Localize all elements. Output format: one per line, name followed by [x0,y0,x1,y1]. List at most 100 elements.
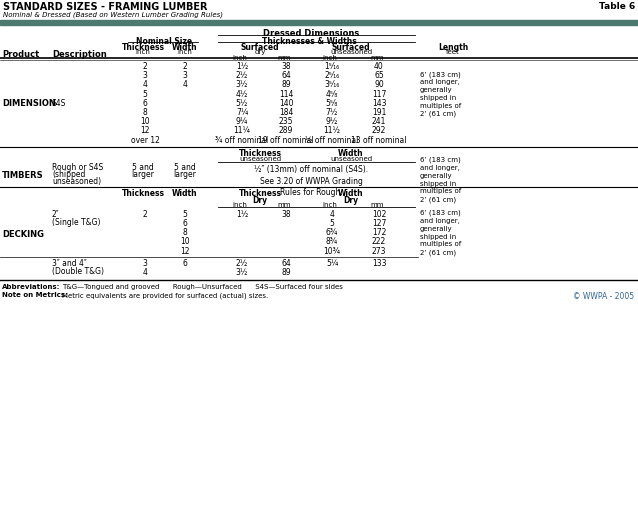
Text: mm: mm [370,202,383,208]
Text: Thickness: Thickness [121,189,165,198]
Text: 4: 4 [182,80,188,90]
Text: 273: 273 [372,247,386,255]
Text: 172: 172 [372,228,386,237]
Text: 222: 222 [372,237,386,247]
Text: Table 6: Table 6 [598,2,635,11]
Text: Dressed Dimensions: Dressed Dimensions [263,29,359,38]
Text: Width: Width [172,189,198,198]
Text: 64: 64 [281,259,291,268]
Text: 38: 38 [281,210,291,219]
Text: 10¾: 10¾ [323,247,341,255]
Text: TIMBERS: TIMBERS [2,171,43,180]
Text: mm: mm [278,55,291,61]
Text: 89: 89 [281,80,291,90]
Text: 12: 12 [140,126,150,135]
Text: inch: inch [323,55,338,61]
Text: Nominal & Dressed (Based on Western Lumber Grading Rules): Nominal & Dressed (Based on Western Lumb… [3,11,223,18]
Text: 9¼: 9¼ [236,117,248,126]
Text: 184: 184 [279,108,293,117]
Text: 13 off nominal: 13 off nominal [352,136,407,145]
Text: 5 and: 5 and [174,163,196,172]
Text: 2½: 2½ [236,71,248,80]
Text: (Double T&G): (Double T&G) [52,267,104,276]
Text: 2: 2 [143,62,147,71]
Text: inch: inch [323,202,338,208]
Text: Width: Width [172,43,198,52]
Text: unseasoned: unseasoned [239,156,281,162]
Text: larger: larger [174,170,197,179]
Text: 6: 6 [182,219,188,228]
Text: S4S: S4S [52,99,66,108]
Text: 9½: 9½ [326,117,338,126]
Text: 3½: 3½ [236,80,248,90]
Text: Width: Width [338,149,364,158]
Text: 2: 2 [182,62,188,71]
Bar [0,20,638,25]
Text: larger: larger [131,170,154,179]
Text: Dry: Dry [343,196,359,205]
Text: 4: 4 [330,210,334,219]
Text: dry: dry [255,49,265,55]
Text: ½ off nominal: ½ off nominal [306,136,359,145]
Text: 5⁵⁄₈: 5⁵⁄₈ [326,99,338,108]
Text: 2: 2 [143,210,147,219]
Text: 289: 289 [279,126,293,135]
Text: 10: 10 [180,237,190,247]
Text: 102: 102 [372,210,386,219]
Text: unseasoned: unseasoned [330,156,372,162]
Text: ¾ off nominal: ¾ off nominal [216,136,269,145]
Text: over 12: over 12 [131,136,160,145]
Text: Width: Width [338,189,364,198]
Text: 6: 6 [142,99,147,108]
Text: 4½: 4½ [236,90,248,98]
Text: 5½: 5½ [236,99,248,108]
Text: 11½: 11½ [323,126,341,135]
Text: 292: 292 [372,126,386,135]
Text: © WWPA - 2005: © WWPA - 2005 [573,292,634,301]
Text: DECKING: DECKING [2,230,44,239]
Text: 117: 117 [372,90,386,98]
Text: 5: 5 [142,90,147,98]
Text: (shipped: (shipped [52,170,85,179]
Text: 3⁵⁄₁₆: 3⁵⁄₁₆ [324,80,339,90]
Text: inch: inch [177,49,193,55]
Text: Product: Product [2,50,40,59]
Text: 12: 12 [181,247,189,255]
Text: Description: Description [52,50,107,59]
Text: 1⁵⁄₁₆: 1⁵⁄₁₆ [324,62,339,71]
Text: inch: inch [233,202,248,208]
Text: 2½: 2½ [236,259,248,268]
Text: 1½: 1½ [236,62,248,71]
Text: Surfaced: Surfaced [332,43,370,52]
Text: 5 and: 5 and [132,163,154,172]
Text: 40: 40 [374,62,384,71]
Text: 8: 8 [182,228,188,237]
Text: 8: 8 [143,108,147,117]
Text: 6: 6 [182,259,188,268]
Text: 10: 10 [140,117,150,126]
Text: ½″ (13mm) off nominal (S4S).
See 3.20 of WWPA Grading
Rules for Rough.: ½″ (13mm) off nominal (S4S). See 3.20 of… [254,165,368,197]
Text: Metric equivalents are provided for surfaced (actual) sizes.: Metric equivalents are provided for surf… [62,292,268,299]
Text: 19 off nominal: 19 off nominal [258,136,314,145]
Text: 6’ (183 cm)
and longer,
generally
shipped in
multiples of
2’ (61 cm): 6’ (183 cm) and longer, generally shippe… [420,210,461,255]
Text: 3: 3 [182,71,188,80]
Text: 127: 127 [372,219,386,228]
Text: Thickness: Thickness [121,43,165,52]
Text: 89: 89 [281,268,291,277]
Text: 241: 241 [372,117,386,126]
Text: Abbreviations:: Abbreviations: [2,284,61,290]
Text: 3″ and 4″: 3″ and 4″ [52,259,87,268]
Text: Length: Length [438,43,468,52]
Text: Dry: Dry [253,196,267,205]
Text: STANDARD SIZES - FRAMING LUMBER: STANDARD SIZES - FRAMING LUMBER [3,2,207,12]
Text: 6’ (183 cm)
and longer,
generally
shipped in
multiples of
2’ (61 cm): 6’ (183 cm) and longer, generally shippe… [420,71,461,117]
Text: 4: 4 [142,268,147,277]
Text: 38: 38 [281,62,291,71]
Text: Nominal Size: Nominal Size [136,37,192,46]
Text: Note on Metrics:: Note on Metrics: [2,292,68,298]
Text: 191: 191 [372,108,386,117]
Text: 6’ (183 cm)
and longer,
generally
shipped in
multiples of
2’ (61 cm): 6’ (183 cm) and longer, generally shippe… [420,157,461,203]
Text: 3: 3 [142,259,147,268]
Text: 2⁵⁄₁₆: 2⁵⁄₁₆ [324,71,339,80]
Text: 90: 90 [374,80,384,90]
